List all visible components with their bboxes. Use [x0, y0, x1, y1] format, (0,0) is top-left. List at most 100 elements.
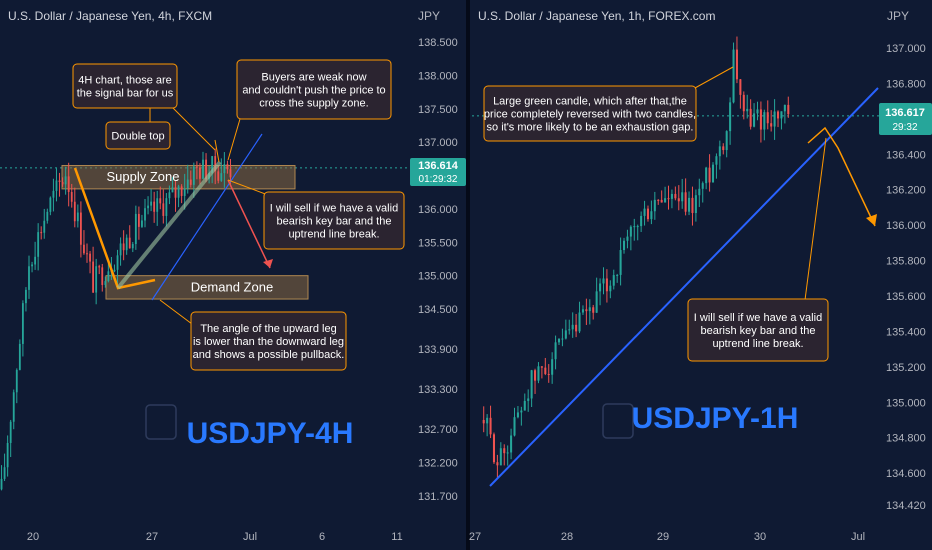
- candle-body: [52, 190, 55, 198]
- note-signal-bar-text: the signal bar for us: [77, 88, 174, 100]
- y-tick-label: 136.400: [886, 149, 926, 161]
- candle-body: [98, 266, 101, 268]
- candle-body: [575, 324, 578, 332]
- panel-1h: U.S. Dollar / Japanese Yen, 1h, FOREX.co…: [469, 9, 932, 543]
- candle-body: [220, 173, 223, 181]
- candle-body: [571, 324, 574, 330]
- candle-body: [653, 199, 656, 212]
- x-tick-label: Jul: [851, 531, 865, 543]
- candle-body: [174, 187, 177, 198]
- candle-body: [578, 312, 581, 332]
- candle-body: [499, 448, 502, 466]
- drawings-4h: [73, 106, 273, 331]
- note-sell-4h-text: uptrend line break.: [288, 229, 379, 241]
- candle-body: [722, 146, 725, 151]
- candle-body: [622, 240, 626, 251]
- logo-frame: [145, 404, 177, 440]
- candle-body: [588, 307, 591, 312]
- y-tick-label: 136.200: [886, 185, 926, 197]
- candle-body: [122, 243, 125, 251]
- projection-arrow-head: [866, 214, 877, 226]
- x-tick-label: 27: [469, 531, 481, 543]
- x-tick-label: 30: [754, 531, 766, 543]
- current-price-1h: 136.617: [885, 107, 925, 119]
- candle-body: [205, 159, 207, 180]
- candle-body: [43, 220, 46, 233]
- current-price-4h: 136.614: [418, 160, 459, 172]
- x-tick-label: 20: [27, 531, 39, 543]
- note-signal-bar-text: 4H chart, those are: [78, 75, 172, 87]
- candle-body: [530, 370, 533, 399]
- candle-body: [496, 462, 499, 466]
- candle-body: [147, 205, 149, 209]
- candle-body: [681, 192, 684, 202]
- note-buyers-weak-text: cross the supply zone.: [259, 98, 368, 110]
- candle-body: [537, 366, 540, 381]
- candle-body: [523, 400, 526, 411]
- candle-body: [729, 102, 732, 132]
- candle-body: [6, 442, 9, 468]
- price-badge-4h: [410, 158, 466, 186]
- candle-body: [718, 146, 721, 157]
- candle-body: [177, 186, 180, 198]
- note-sell-1h-text: bearish key bar and the: [701, 325, 816, 337]
- candle-body: [73, 201, 76, 222]
- candle-body: [21, 303, 24, 344]
- candle-body: [527, 398, 530, 401]
- candle-body: [503, 448, 506, 454]
- candle-body: [660, 199, 663, 203]
- x-ticks-1h: 27 28 29 30 Jul: [469, 531, 865, 543]
- candle-body: [670, 193, 673, 199]
- candle-body: [783, 104, 786, 112]
- candle-body: [646, 208, 650, 220]
- candle-body: [211, 156, 214, 173]
- x-tick-label: 11: [391, 531, 402, 543]
- note-buyers-weak-box: [236, 59, 392, 120]
- candle-body: [70, 191, 73, 202]
- candle-body: [585, 309, 588, 312]
- candle-body: [61, 182, 64, 185]
- candle-body: [554, 342, 557, 360]
- note-sell-1h-text: uptrend line break.: [712, 338, 803, 350]
- candle-body: [674, 193, 677, 199]
- note-leader: [694, 66, 734, 89]
- note-sell-4h-box: [263, 191, 405, 250]
- y-tick-label: 131.700: [418, 491, 458, 503]
- candle-body: [667, 198, 670, 200]
- candle-body: [137, 213, 140, 227]
- candle-body: [144, 208, 146, 221]
- candle-body: [199, 167, 201, 179]
- candle-body: [0, 478, 3, 490]
- y-tick-label: 135.200: [886, 362, 926, 374]
- candle-body: [116, 255, 119, 270]
- note-signal-bar-box: [72, 63, 178, 109]
- candle-body: [107, 271, 110, 282]
- candle-body: [168, 192, 171, 199]
- y-tick-label: 133.300: [418, 384, 458, 396]
- candle-body: [688, 197, 691, 212]
- note-double-top: Double top: [105, 121, 171, 150]
- candle-body: [581, 309, 584, 313]
- candle-body: [159, 198, 162, 204]
- candle-body: [540, 366, 543, 368]
- candle-body: [544, 367, 547, 374]
- candle-body: [12, 392, 15, 422]
- drawings-1h: [489, 66, 879, 487]
- y-tick-label: 136.000: [418, 204, 458, 216]
- price-badge-1h: [879, 103, 932, 135]
- uptrend-line-1h: [489, 87, 879, 487]
- candle-body: [664, 198, 667, 203]
- candle-body: [787, 104, 790, 115]
- candle-body: [749, 108, 752, 127]
- candle-body: [171, 187, 174, 193]
- candle-body: [520, 410, 523, 413]
- note-leader: [214, 139, 220, 163]
- candle-body: [214, 156, 217, 172]
- y-tick-label: 132.700: [418, 424, 458, 436]
- candle-body: [753, 113, 756, 127]
